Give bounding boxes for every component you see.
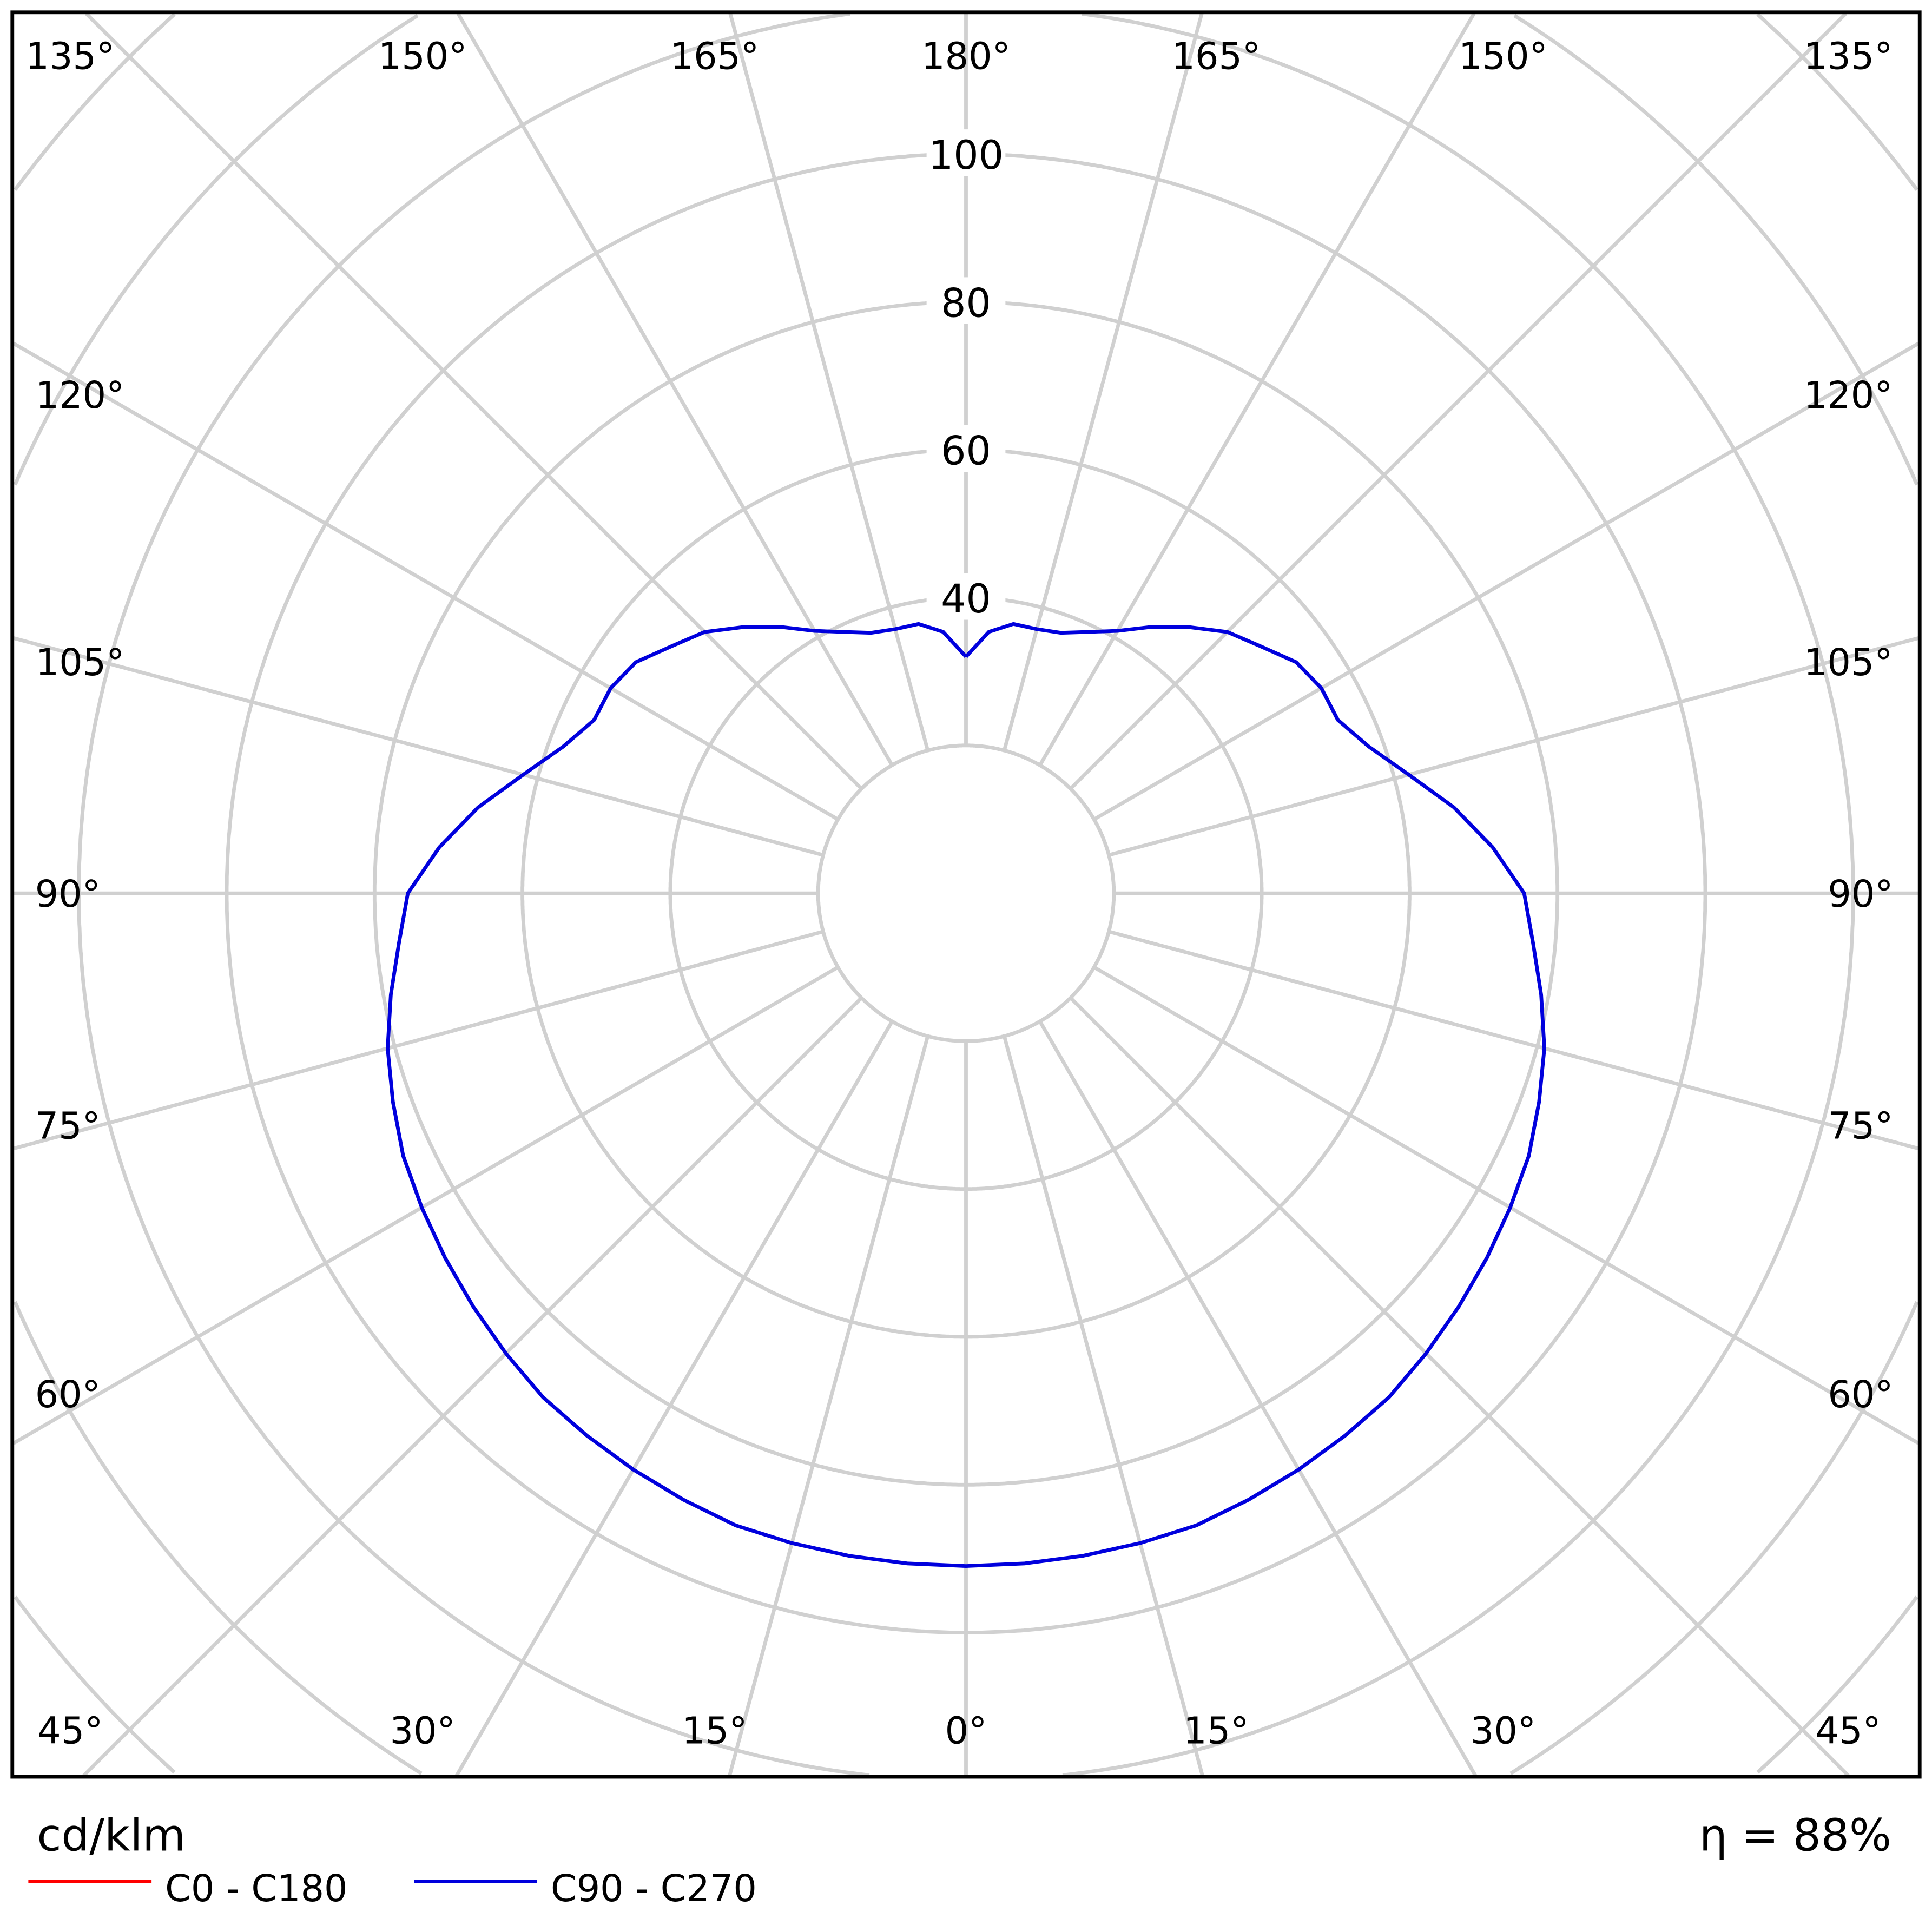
grid-spoke [728, 13, 930, 751]
angle-label-bottom: 15° [1183, 1710, 1249, 1753]
grid-spoke [1093, 965, 1920, 1445]
grid-ring [816, 743, 1116, 1043]
grid-spoke [1108, 929, 1919, 1151]
grid-spoke [82, 996, 863, 1777]
angle-label-right: 75° [1828, 1105, 1893, 1148]
angle-label-bottom: 30° [390, 1710, 456, 1753]
angle-label-left: 90° [35, 873, 101, 916]
grid-spoke [728, 1036, 930, 1776]
angle-label-bottom: 0° [945, 1710, 987, 1753]
grid-spoke [12, 341, 839, 821]
grid-spoke [1108, 636, 1919, 857]
grid-spoke [13, 929, 824, 1151]
radial-tick-label: 60 [941, 428, 991, 474]
grid-spoke [1038, 12, 1476, 767]
angle-label-right: 120° [1804, 374, 1893, 417]
grid-ring [14, 12, 1918, 1774]
grid-spoke [1002, 13, 1204, 751]
curves [386, 622, 1546, 1568]
angle-label-left: 60° [35, 1374, 101, 1416]
angle-label-right: 45° [1816, 1710, 1881, 1753]
grid-spoke [455, 1020, 894, 1777]
series-curve-c90-c270 [386, 622, 1546, 1568]
angle-label-left: 105° [36, 642, 125, 684]
angle-label-bottom: 30° [1471, 1710, 1536, 1753]
angle-label-top: 165° [670, 36, 760, 78]
angle-label-right: 60° [1828, 1374, 1893, 1416]
grid-spoke [85, 12, 863, 790]
angle-label-bottom: 15° [682, 1710, 747, 1753]
grid-ring [77, 12, 1855, 1777]
grid-spoke [1002, 1036, 1204, 1776]
grid-spoke [1093, 341, 1920, 821]
tick-label-bg [926, 129, 1006, 176]
legend-label-c0: C0 - C180 [165, 1868, 347, 1910]
angle-label-right: 90° [1828, 873, 1893, 916]
angle-labels: 135° 150° 165° 180° 165° 150° 135° 120° 105° 90° 7… [26, 36, 1894, 1753]
angle-label-right: 105° [1804, 642, 1893, 684]
angle-label-left: 45° [37, 1710, 103, 1753]
grid-spoke [1069, 996, 1850, 1777]
angle-label-top: 135° [26, 36, 115, 78]
tick-label-bg [926, 277, 1006, 324]
angle-label-top: 135° [1804, 36, 1893, 78]
angle-label-top: 165° [1172, 36, 1261, 78]
radial-tick-label: 40 [941, 576, 991, 622]
angle-label-top: 150° [1459, 36, 1548, 78]
radial-tick-label: 80 [941, 280, 991, 326]
angle-label-left: 75° [35, 1105, 101, 1148]
tick-label-bg [926, 425, 1006, 472]
angle-label-top: 150° [378, 36, 467, 78]
radial-tick-labels: 40 60 80 100 [926, 129, 1006, 622]
grid-spoke [1038, 1020, 1477, 1777]
grid-spoke [13, 636, 824, 857]
legend: C0 - C180 C90 - C270 [28, 1868, 757, 1910]
grid-spoke [1069, 12, 1847, 790]
angle-label-top: 180° [921, 36, 1011, 78]
angle-label-left: 120° [36, 374, 125, 417]
legend-label-c90: C90 - C270 [551, 1868, 757, 1910]
polar-grid [12, 12, 1920, 1777]
unit-label: cd/klm [37, 1810, 186, 1862]
grid-ring [13, 14, 1919, 1775]
grid-spoke [12, 965, 839, 1445]
plot-frame [10, 10, 1922, 1779]
grid-spoke [456, 12, 894, 767]
tick-label-bg [926, 573, 1006, 620]
efficiency-label: η = 88% [1699, 1810, 1891, 1862]
radial-tick-label: 100 [928, 133, 1004, 179]
